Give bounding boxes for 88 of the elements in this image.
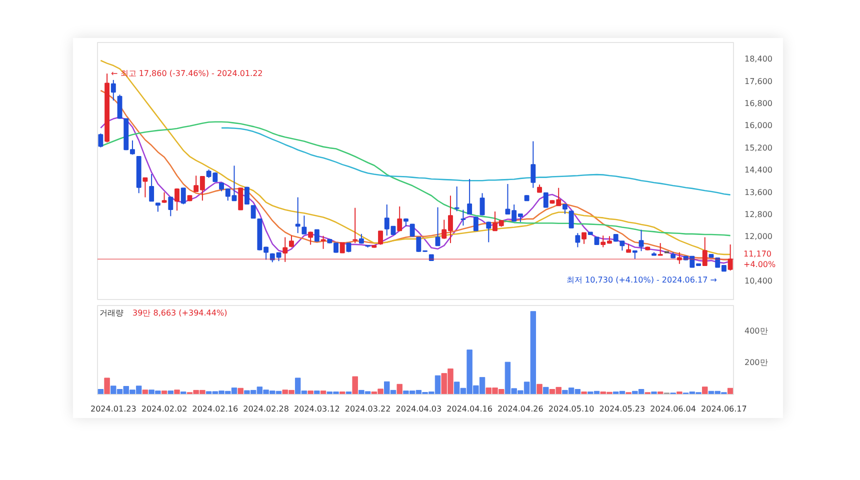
candlestick [568,210,574,229]
y-tick-label: 16,800 [744,98,772,108]
candlestick [110,79,116,101]
x-tick-label: 2024.04.03 [396,404,442,414]
bar [352,376,358,394]
candlestick [308,231,314,246]
candlestick [638,229,644,252]
x-tick-label: 2024.05.23 [599,404,646,414]
candlestick [728,244,733,272]
bar [168,390,174,394]
bar [396,384,402,394]
candlestick [397,206,402,232]
candlestick [435,206,440,246]
candlestick [238,187,244,211]
bar [536,384,542,394]
candlestick [352,207,358,244]
x-tick-label: 2024.06.04 [650,404,696,414]
y-tick-label: 400만 [744,326,768,336]
bar [174,390,180,394]
candlestick [543,192,548,208]
candlestick [282,236,288,262]
candlestick [250,204,256,219]
candlestick [473,216,478,232]
candlestick [378,230,383,246]
bar [543,386,549,394]
y-tick-label: 15,200 [744,143,772,152]
bar [238,388,244,394]
x-tick-label: 2024.02.28 [243,404,289,414]
bar [651,392,657,394]
x-tick-label: 2024.04.16 [446,404,492,414]
y-tick-label: 14,400 [744,166,772,175]
bar [308,390,314,394]
y-tick-label: 12,000 [744,232,772,242]
bar [581,392,587,394]
candlestick [149,173,154,202]
line-series [100,121,731,236]
bar [702,386,708,394]
y-tick-label: 17,600 [744,76,772,86]
candlestick [320,235,326,250]
x-tick-label: 2024.04.26 [498,404,544,414]
x-tick-label: 2024.02.16 [192,404,238,414]
x-tick-label: 2024.06.17 [701,404,747,414]
candlestick [180,187,186,205]
bar [142,390,148,394]
candlestick [530,140,536,188]
y-tick-label: 16,000 [744,121,772,130]
bar [314,390,320,394]
candlestick [486,221,492,243]
candlestick [575,232,580,248]
candlestick [658,242,663,256]
candlestick [302,215,307,235]
candlestick [162,192,167,204]
y-tick-label: 13,600 [744,188,772,197]
candlestick [460,209,466,226]
candlestick [142,177,148,198]
ref-line-label: 11,170 +4.00% [744,249,776,270]
candlestick [410,223,415,238]
candlestick [295,196,300,234]
candlestick [174,188,180,212]
annotation: 최저 10,730 (+4.10%) - 2024.06.17 → [566,275,718,284]
line-series [220,127,731,196]
candlestick [117,94,122,120]
y-tick-label: 12,800 [744,210,772,219]
candlestick [480,192,485,216]
candlestick [98,132,104,148]
candlestick [334,242,338,254]
chart-subtitle: 39만 8,663 (+394.44%) [132,308,228,318]
candlestick [467,178,472,215]
chart-title: 거래량 [100,308,124,318]
candlestick [168,196,174,217]
x-tick-label: 2024.01.23 [90,404,136,414]
x-tick-label: 2024.02.02 [141,404,188,414]
bar [98,389,104,394]
y-tick-label: 200만 [744,358,768,368]
bar [104,378,110,394]
candlestick [582,232,587,244]
x-tick-label: 2024.05.10 [548,404,594,414]
candlestick [562,204,568,214]
candlestick [676,252,682,264]
candlestick [454,186,460,212]
x-tick-label: 2024.03.12 [294,404,340,414]
candlestick [244,186,250,205]
x-tick-label: 2024.03.22 [344,404,391,414]
y-tick-label: 18,400 [744,54,772,64]
y-tick-label: 10,400 [744,276,772,286]
candlestick [702,236,708,266]
candlestick [340,242,345,254]
bar [676,392,682,394]
